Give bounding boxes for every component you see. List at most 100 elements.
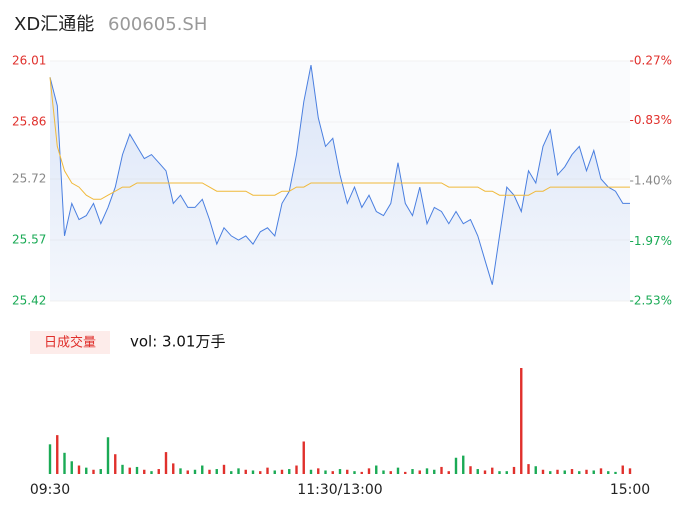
volume-bar [418,470,421,474]
volume-bar [48,444,52,474]
volume-bar [164,452,168,474]
y-tick-label: 25.57 [12,232,46,246]
chart-title: XD汇通能 [14,14,94,35]
volume-bar [353,471,356,474]
y2-tick-label: -1.40% [630,174,672,188]
volume-bar [367,468,371,474]
volume-bar [585,469,588,474]
volume-bar [302,441,305,474]
volume-bar [476,469,479,474]
volume-bar [338,469,342,474]
volume-bar [556,469,559,474]
chart-subtitle: 600605.SH [108,14,207,35]
y-tick-label: 25.86 [12,115,46,129]
volume-bar [621,465,624,474]
volume-bar [628,468,632,474]
volume-bar [512,466,516,474]
volume-bar [563,470,566,474]
volume-bar [201,465,204,474]
volume-bar [375,465,378,474]
volume-bar [266,467,269,474]
volume-bar [222,464,226,474]
volume-bar [215,469,218,474]
volume-bar [498,471,501,474]
volume-bar [121,464,124,474]
y-tick-label: 26.01 [12,54,46,68]
volume-bar [346,469,349,474]
x-tick-label: 15:00 [610,482,650,498]
volume-bar [172,463,175,474]
volume-bar [56,435,59,474]
volume-bar [114,454,117,474]
volume-bar [186,470,189,474]
volume-bar [592,470,595,474]
series-line [49,65,630,285]
volume-bar [549,471,552,474]
volume-bar [288,469,291,474]
volume-label: 日成交量 [44,335,96,351]
volume-bar [317,468,320,474]
volume-bar [324,470,327,474]
volume-bar [607,471,610,474]
volume-bar [251,470,255,474]
volume-bar [92,469,95,474]
volume-bar [505,471,508,474]
volume-bar [541,469,545,474]
volume-bar [570,469,574,474]
volume-bar [425,468,429,474]
volume-bar [440,466,443,474]
volume-bar [150,471,153,474]
volume-bar [273,470,276,474]
volume-bar [491,467,494,474]
volume-bar [469,466,472,474]
volume-bar [411,469,414,474]
volume-tag [30,331,110,354]
volume-bar [534,466,537,474]
volume-bar [70,461,73,474]
volume-bar [63,452,66,474]
volume-bar [295,465,298,474]
volume-bar [135,466,139,474]
y-tick-label: 25.42 [12,294,46,308]
volume-bar [483,470,487,474]
volume-bar [77,465,81,474]
volume-bar [157,469,160,474]
volume-bar [404,471,407,474]
volume-bar [179,468,182,474]
volume-bar [389,471,392,474]
volume-bar [578,471,581,474]
volume-bar [520,368,523,474]
volume-bar [527,464,530,474]
volume-bar [128,467,131,474]
volume-bar [454,457,458,474]
volume-bar [99,469,102,474]
x-tick-label: 11:30/13:00 [297,482,382,498]
volume-bar [462,455,465,474]
volume-bar [143,469,146,474]
volume-bar [244,469,247,474]
volume-bar [396,467,400,474]
volume-bar [331,471,334,474]
volume-bar [614,471,617,474]
volume-bar [309,469,313,474]
y2-tick-label: -0.83% [630,113,672,127]
y2-tick-label: -2.53% [630,294,672,308]
volume-bar [259,471,262,474]
volume-bar [237,468,240,474]
volume-bar [106,437,110,474]
volume-bar [382,470,385,474]
volume-bar [208,469,211,474]
y-tick-label: 25.72 [12,171,46,185]
y2-tick-label: -0.27% [630,54,672,68]
volume-bar [193,469,197,474]
volume-bar [599,468,603,474]
volume-bar [85,467,88,474]
volume-summary: vol: 3.01万手 [130,333,225,351]
volume-bar [280,469,284,474]
series-line [49,77,630,200]
y2-tick-label: -1.97% [630,234,672,248]
volume-bar [230,471,233,474]
volume-bar [360,471,363,474]
x-tick-label: 09:30 [30,482,70,498]
